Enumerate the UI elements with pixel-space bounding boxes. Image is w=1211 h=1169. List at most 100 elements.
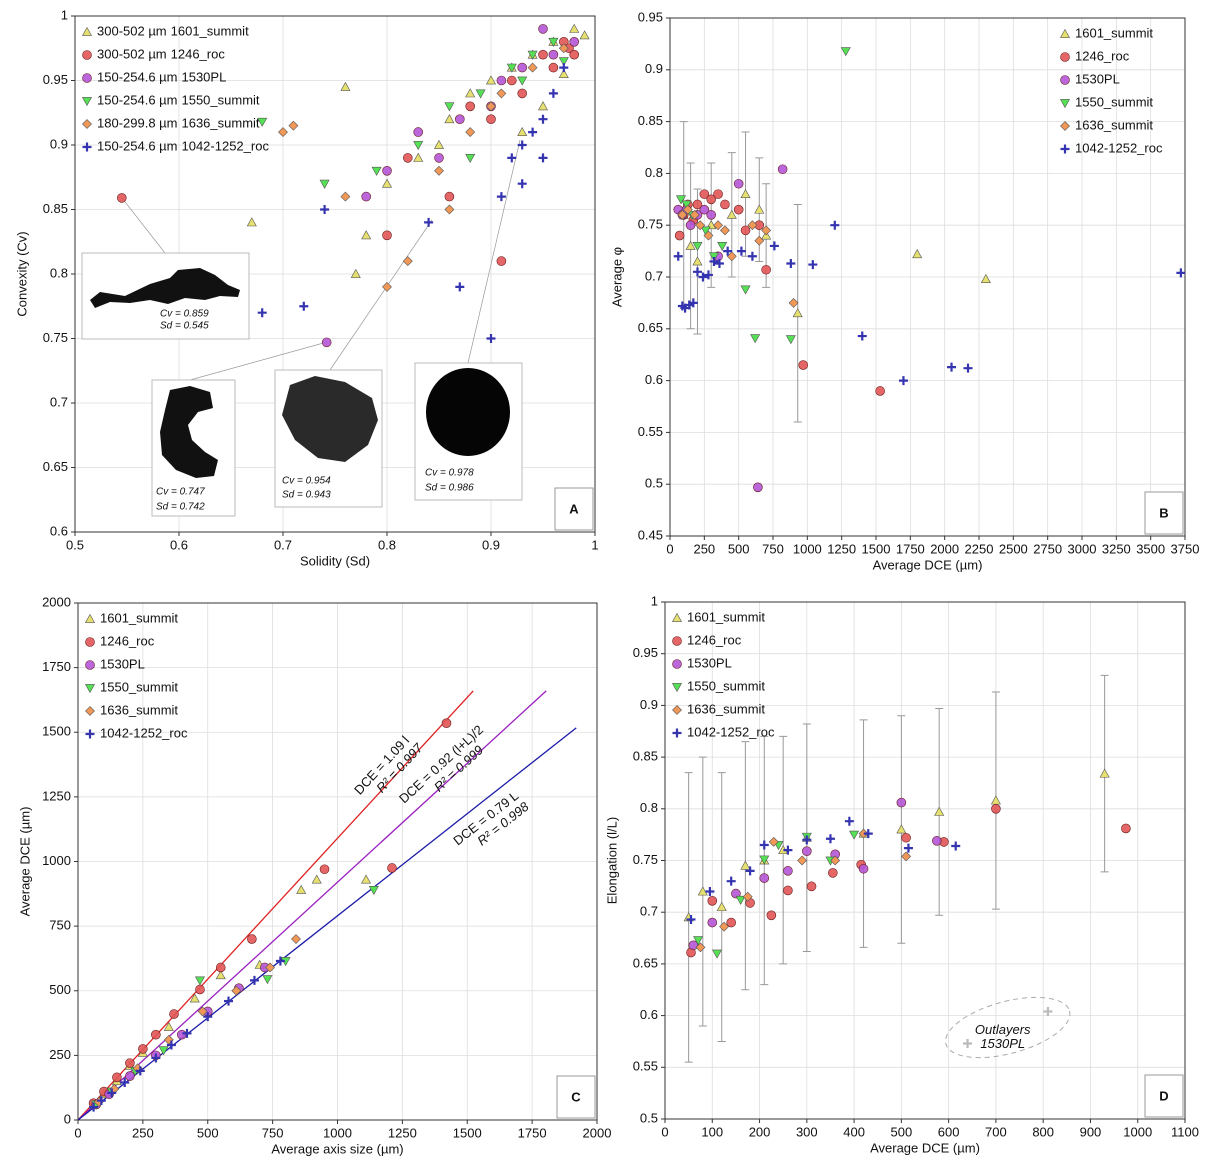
point [151,1029,161,1040]
legend-size: 300-502 µm [97,23,167,38]
point [1176,268,1185,278]
point [246,217,257,227]
point [321,337,332,348]
point [719,921,730,932]
point [692,256,703,266]
legend-marker [1060,52,1070,62]
x-tick-label: 0.7 [274,537,292,552]
particle [90,268,240,308]
point [682,204,693,215]
point [733,178,744,189]
point [402,153,413,163]
point [371,166,382,176]
y-tick-label: 0.7 [645,268,663,283]
point [720,225,730,236]
legend-marker [672,728,682,738]
point [465,88,476,98]
point [695,942,706,953]
point [319,864,330,875]
point [158,1046,169,1056]
point [296,884,307,894]
x-tick-label: 1750 [518,1125,547,1140]
y-tick-label: 0.85 [638,113,663,128]
point [182,1028,192,1038]
point [454,114,465,124]
x-tick-label: 3000 [1068,541,1097,556]
point [759,873,770,883]
point [932,836,942,846]
legend-marker [82,50,92,60]
point [465,101,476,112]
point [558,57,569,67]
point [197,1006,208,1017]
legend-marker [671,612,683,622]
point [708,252,719,262]
point [506,75,517,86]
legend-marker [82,119,92,129]
point [262,975,273,985]
legend-label: 1636_summit [181,115,259,130]
y-tick-label: 0.55 [638,424,663,439]
point [951,841,961,851]
panel-label: D [1159,1088,1168,1103]
point [434,165,444,176]
point [693,936,704,946]
point [135,1066,145,1076]
x-tick-label: 100 [701,1124,723,1139]
legend-label: 1246_roc [687,632,742,647]
point [433,139,445,149]
panel-label-box [554,487,594,531]
inset-text: Sd = 0.545 [160,321,209,332]
point [203,1012,213,1022]
point [769,241,779,251]
point [896,824,907,834]
point [538,24,548,34]
point [783,885,793,896]
point [496,192,506,202]
y-tick-label: 0.6 [50,523,68,538]
point [151,1053,161,1063]
y-tick-label: 0.95 [633,645,658,660]
x-tick-label: 750 [262,1125,284,1140]
point [169,1009,179,1019]
x-tick-label: 250 [693,541,715,556]
x-tick-label: 1000 [793,541,822,556]
y-tick-label: 0.6 [645,372,663,387]
point [465,127,476,138]
y-tick-label: 0.8 [50,265,68,280]
legend-marker [81,26,93,36]
point [1121,823,1131,834]
point [740,189,751,199]
x-tick-label: 0.5 [66,537,84,552]
point [707,896,718,906]
y-tick-label: 250 [49,1047,71,1062]
legend-label: 1550_summit [100,679,178,694]
point [496,256,507,266]
point [163,1021,174,1031]
point [1099,768,1110,778]
point [685,240,696,250]
inset-text: Sd = 0.943 [282,490,331,501]
point [991,803,1001,814]
point [278,127,288,138]
point [735,895,746,905]
point [830,855,841,866]
point [980,273,991,283]
x-tick-label: 500 [728,541,750,556]
point [844,816,854,826]
point [288,120,299,131]
legend-marker [85,706,95,716]
point [963,363,973,373]
point [538,114,548,124]
point [486,334,496,343]
point [215,962,226,973]
y-tick-label: 2000 [42,594,71,609]
inset-text: Sd = 0.986 [425,483,474,494]
point [455,282,465,292]
y-axis-label: Average φ [609,247,624,307]
x-tick-label: 1 [591,537,598,552]
legend-size: 150-254.6 µm [97,92,177,107]
point [912,249,923,259]
point [117,193,127,203]
